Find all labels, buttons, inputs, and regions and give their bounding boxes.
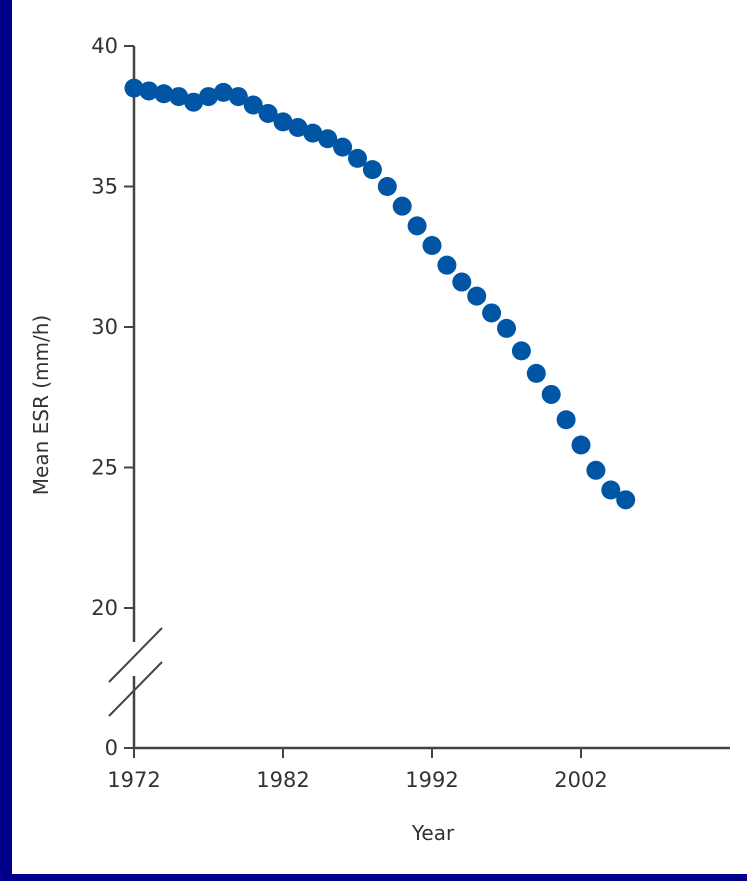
data-point [318,129,338,149]
data-point [571,435,591,455]
data-point [258,103,278,123]
data-point [541,384,561,404]
x-axis-title: Year [411,821,455,845]
data-point [556,410,576,430]
data-point [422,236,442,256]
data-point [213,82,233,102]
axis-break-mark-upper [108,627,163,683]
data-point [169,87,189,107]
data-point [511,341,531,361]
y-tick-label: 25 [91,456,118,480]
data-point [333,137,353,157]
data-point [288,117,308,137]
x-tick-label: 1972 [107,768,160,792]
data-point [362,160,382,180]
data-point [392,196,412,216]
x-ticks: 1972 1982 1992 2002 [107,748,608,792]
data-point [199,87,218,107]
data-point [601,480,621,500]
y-tick-label: 30 [91,315,118,339]
data-point [348,148,367,168]
data-point [407,216,427,236]
data-point [616,490,636,510]
x-tick-label: 2002 [554,768,607,792]
data-point [184,92,204,112]
y-tick-label: 0 [105,736,118,760]
data-point [273,112,293,132]
data-point [452,272,472,292]
x-tick-label: 1992 [405,768,458,792]
data-point [586,460,606,480]
y-ticks: 0 20 25 30 35 40 [91,34,134,760]
data-point [482,303,502,323]
chart-frame: 0 20 25 30 35 40 1972 1982 1992 2002 Mean ESR (m… [12,0,747,874]
y-tick-label: 40 [91,34,118,58]
data-point [467,286,487,306]
data-point [497,318,516,338]
data-points [124,78,636,510]
y-tick-label: 35 [91,175,118,199]
axis-break-mark-lower [108,661,163,717]
y-axis-title: Mean ESR (mm/h) [29,315,53,495]
x-tick-label: 1982 [256,768,309,792]
data-point [154,84,174,104]
axes [108,46,730,750]
data-point [228,87,248,107]
data-point [139,81,159,101]
esr-chart: 0 20 25 30 35 40 1972 1982 1992 2002 Mean ESR (m… [29,34,730,845]
data-point [377,177,397,196]
data-point [526,363,546,383]
data-point [303,123,323,143]
data-point [124,78,144,98]
data-point [437,255,457,275]
y-tick-label: 20 [91,596,118,620]
data-point [243,95,263,115]
